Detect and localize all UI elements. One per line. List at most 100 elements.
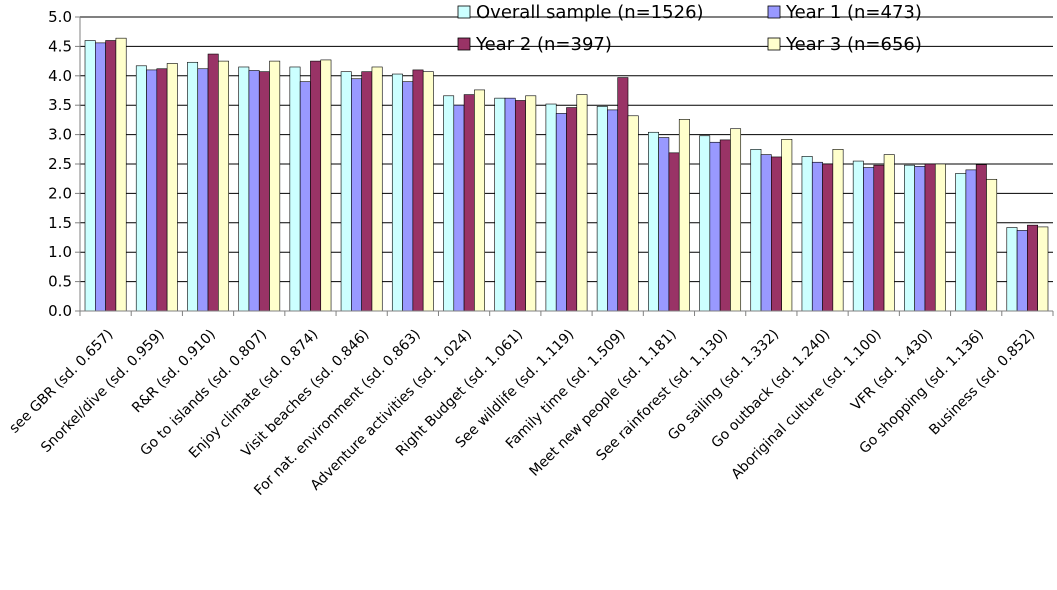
bar <box>494 97 506 312</box>
y-tick-label: 3.5 <box>48 96 72 114</box>
bar <box>135 65 147 312</box>
legend-swatch <box>457 5 471 19</box>
bar <box>934 163 946 312</box>
bar <box>207 53 219 312</box>
bar <box>463 94 475 312</box>
bar <box>340 71 352 312</box>
bar <box>84 40 96 312</box>
bar <box>474 89 485 312</box>
bar <box>668 152 680 312</box>
bar <box>115 37 127 312</box>
bar <box>986 178 998 312</box>
bar <box>709 141 721 312</box>
bars <box>84 37 1049 312</box>
y-tick-label: 1.5 <box>48 214 72 232</box>
bar <box>596 106 608 312</box>
bar <box>146 69 158 312</box>
bar <box>156 68 168 312</box>
bar <box>904 164 915 312</box>
bar <box>924 163 936 312</box>
bar <box>289 66 301 312</box>
bar <box>852 160 864 312</box>
y-tick-label: 3.0 <box>48 126 72 144</box>
bar <box>299 81 311 312</box>
bar <box>504 97 516 312</box>
bar <box>863 167 875 312</box>
bar <box>351 78 362 312</box>
bar <box>514 100 526 312</box>
legend-label: Overall sample (n=1526) <box>476 2 704 23</box>
bar <box>914 166 926 312</box>
legend-swatch <box>767 37 781 51</box>
bar <box>320 59 332 312</box>
bar <box>187 61 199 312</box>
bar <box>576 94 588 312</box>
bar <box>361 71 373 312</box>
y-tick-label: 2.5 <box>48 155 72 173</box>
y-tick-label: 5.0 <box>48 8 72 26</box>
bar <box>801 156 813 312</box>
bar <box>238 66 250 312</box>
bar <box>197 68 209 312</box>
bar <box>371 66 383 312</box>
bar <box>443 95 455 312</box>
bar <box>566 107 578 312</box>
bar <box>658 137 670 312</box>
bar <box>412 69 424 312</box>
bar <box>760 154 772 312</box>
bar <box>402 81 414 312</box>
bar <box>105 40 117 312</box>
bar <box>218 60 229 312</box>
bar <box>1037 226 1049 312</box>
bar <box>1027 224 1038 312</box>
bar <box>627 115 639 312</box>
bar <box>258 71 270 312</box>
bar <box>1016 230 1028 312</box>
bar <box>1006 227 1018 312</box>
bar <box>607 109 619 312</box>
bar <box>750 149 762 312</box>
legend-label: Year 1 (n=473) <box>785 2 922 23</box>
y-tick-label: 4.0 <box>48 67 72 85</box>
legend: Overall sample (n=1526) Year 1 (n=473) Yea… <box>457 2 922 55</box>
bar <box>422 71 434 312</box>
bar <box>873 164 885 312</box>
bar <box>248 70 260 312</box>
bar <box>166 63 178 312</box>
bar <box>555 113 567 312</box>
bar <box>95 42 106 312</box>
bar <box>965 169 977 312</box>
bar <box>699 135 711 312</box>
legend-swatch <box>767 5 781 19</box>
bar <box>719 139 731 312</box>
y-tick-label: 0.0 <box>48 302 72 320</box>
bar <box>617 77 629 312</box>
legend-label: Year 2 (n=397) <box>475 34 612 55</box>
y-tick-label: 1.0 <box>48 243 72 261</box>
bar <box>811 161 823 312</box>
y-tick-label: 4.5 <box>48 37 72 55</box>
bar <box>955 173 967 312</box>
x-axis-labels: see GBR (sd. 0.657)Snorkel/dive (sd. 0.9… <box>6 327 1038 499</box>
y-axis-ticks: 0.0 0.5 1.0 1.5 2.0 2.5 3.0 3.5 4.0 4.5 5.0 <box>48 8 80 320</box>
legend-swatch <box>457 37 471 51</box>
x-category-label: Business (sd. 0.852) <box>926 327 1038 439</box>
y-tick-label: 2.0 <box>48 184 72 202</box>
bar <box>525 95 537 312</box>
bar <box>822 163 834 312</box>
bar <box>545 103 557 312</box>
bar <box>453 104 465 312</box>
legend-label: Year 3 (n=656) <box>785 34 922 55</box>
axes <box>79 17 1054 316</box>
bar <box>730 128 742 312</box>
y-tick-label: 0.5 <box>48 273 72 291</box>
bar <box>391 73 403 312</box>
bar <box>771 156 782 312</box>
bar <box>832 149 844 312</box>
bar <box>975 164 987 312</box>
bar <box>883 154 895 312</box>
bar <box>648 131 659 312</box>
bar <box>781 139 793 312</box>
bar <box>310 60 322 312</box>
